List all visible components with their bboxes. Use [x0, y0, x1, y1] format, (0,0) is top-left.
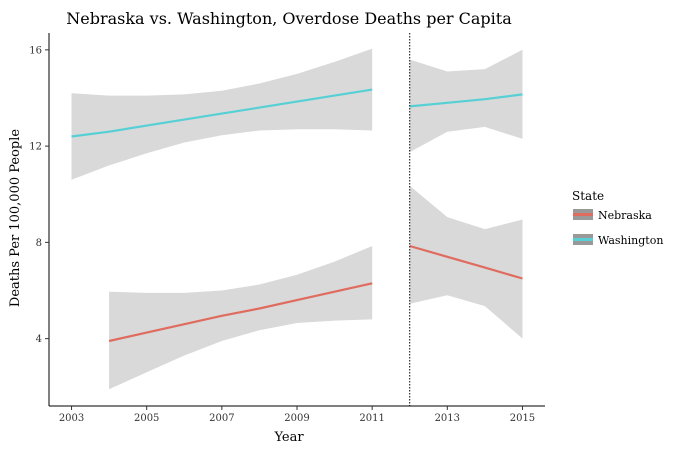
washington-trend-line-2 — [409, 93, 523, 108]
x-tick-label: 2015 — [510, 413, 535, 424]
legend-entry-nebraska: Nebraska — [573, 209, 652, 222]
confidence-bands — [71, 48, 523, 390]
nebraska-trend-line-2 — [409, 244, 523, 280]
legend-label-washington: Washington — [598, 234, 663, 247]
y-tick-label: 4 — [36, 334, 42, 345]
nebraska-trend-line-1 — [108, 282, 373, 343]
y-axis-ticks: 4 8 12 16 — [29, 45, 49, 345]
trend-lines — [71, 88, 523, 343]
legend-title: State — [572, 189, 604, 203]
chart-title: Nebraska vs. Washington, Overdose Deaths… — [66, 9, 512, 28]
x-tick-label: 2003 — [59, 413, 84, 424]
x-axis-ticks: 2003 2005 2007 2009 2011 2013 2015 — [59, 406, 535, 424]
nebraska-confidence-band-1 — [109, 246, 373, 390]
legend: State Nebraska Washington — [572, 189, 663, 247]
y-tick-label: 8 — [36, 238, 42, 249]
x-tick-label: 2013 — [435, 413, 460, 424]
washington-trend-line-1 — [71, 88, 373, 138]
legend-label-nebraska: Nebraska — [598, 209, 652, 222]
y-axis-title: Deaths Per 100,000 People — [8, 129, 23, 308]
x-axis-title: Year — [273, 430, 304, 445]
legend-entry-washington: Washington — [573, 234, 663, 247]
x-tick-label: 2007 — [209, 413, 234, 424]
y-tick-label: 16 — [29, 45, 42, 56]
x-tick-label: 2009 — [284, 413, 309, 424]
x-tick-label: 2005 — [134, 413, 159, 424]
x-tick-label: 2011 — [359, 413, 384, 424]
y-tick-label: 12 — [29, 142, 42, 153]
